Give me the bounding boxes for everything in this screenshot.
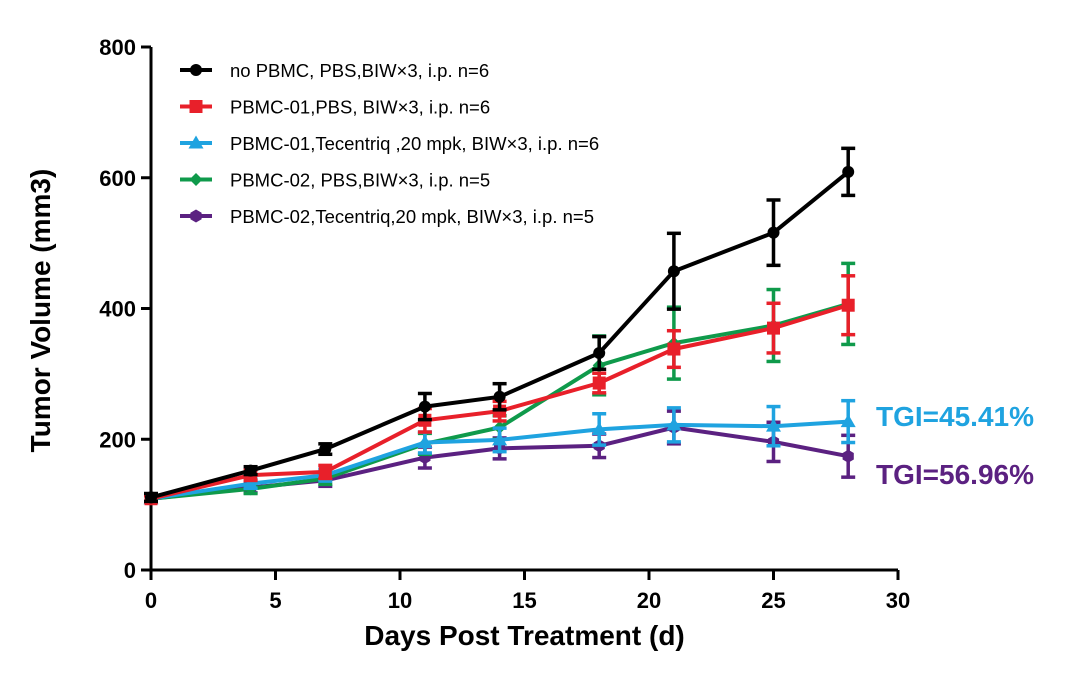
legend-marker	[189, 173, 203, 186]
tgi-annotation-tecentriq-01: TGI=45.41%	[876, 401, 1034, 432]
data-point	[593, 346, 606, 359]
x-axis-title: Days Post Treatment (d)	[364, 620, 685, 651]
y-tick-label: 400	[99, 297, 136, 322]
legend-item: PBMC-01,Tecentriq ,20 mpk, BIW×3, i.p. n…	[180, 133, 599, 154]
legend-label: PBMC-02, PBS,BIW×3, i.p. n=5	[230, 170, 490, 191]
data-point	[319, 443, 332, 456]
data-point	[767, 226, 780, 239]
data-point	[145, 491, 157, 504]
data-point	[244, 464, 257, 477]
data-point	[666, 417, 682, 431]
series-1	[144, 146, 856, 504]
legend-label: PBMC-02,Tecentriq,20 mpk, BIW×3, i.p. n=…	[230, 206, 594, 227]
y-axis-title: Tumor Volume (mm3)	[25, 169, 56, 453]
legend-marker	[190, 209, 202, 223]
x-tick-label: 10	[388, 588, 412, 613]
legend: no PBMC, PBS,BIW×3, i.p. n=6 PBMC-01,PBS,…	[180, 60, 599, 227]
legend-label: no PBMC, PBS,BIW×3, i.p. n=6	[230, 60, 489, 81]
x-tick-label: 30	[886, 588, 910, 613]
series-layer	[143, 146, 856, 506]
x-tick-label: 5	[269, 588, 281, 613]
data-point	[591, 421, 607, 435]
legend-item: no PBMC, PBS,BIW×3, i.p. n=6	[180, 60, 489, 81]
data-point	[842, 165, 855, 178]
y-tick-label: 600	[99, 166, 136, 191]
data-point	[841, 298, 855, 312]
data-point	[318, 465, 332, 479]
x-tick-label: 25	[761, 588, 785, 613]
data-point	[418, 400, 431, 413]
data-point	[840, 414, 856, 428]
legend-item: PBMC-02, PBS,BIW×3, i.p. n=5	[180, 170, 490, 191]
x-tick-label: 20	[637, 588, 661, 613]
data-point	[592, 376, 606, 390]
data-point	[417, 435, 433, 449]
annotations: TGI=45.41% TGI=56.96%	[876, 401, 1034, 490]
data-point	[667, 342, 681, 356]
data-point	[767, 321, 780, 335]
y-tick-label: 200	[99, 427, 136, 452]
data-point	[667, 265, 680, 278]
legend-label: PBMC-01,Tecentriq ,20 mpk, BIW×3, i.p. n…	[230, 133, 599, 154]
legend-marker	[189, 100, 203, 113]
legend-marker	[190, 64, 202, 76]
legend-marker	[188, 135, 204, 149]
y-tick-label: 800	[99, 35, 136, 60]
x-tick-label: 15	[512, 588, 536, 613]
tgi-annotation-tecentriq-02: TGI=56.96%	[876, 459, 1034, 490]
data-point	[492, 432, 508, 446]
x-tick-label: 0	[145, 588, 157, 613]
data-point	[766, 418, 781, 432]
legend-item: PBMC-02,Tecentriq,20 mpk, BIW×3, i.p. n=…	[180, 206, 594, 227]
legend-item: PBMC-01,PBS, BIW×3, i.p. n=6	[180, 97, 490, 118]
axes: 0 200 400 600 800 0 5 10 15 20 25 30	[99, 35, 910, 613]
data-point	[243, 476, 259, 490]
y-tick-label: 0	[124, 558, 136, 583]
legend-label: PBMC-01,PBS, BIW×3, i.p. n=6	[230, 97, 490, 118]
data-point	[842, 449, 854, 463]
data-point	[493, 390, 506, 403]
